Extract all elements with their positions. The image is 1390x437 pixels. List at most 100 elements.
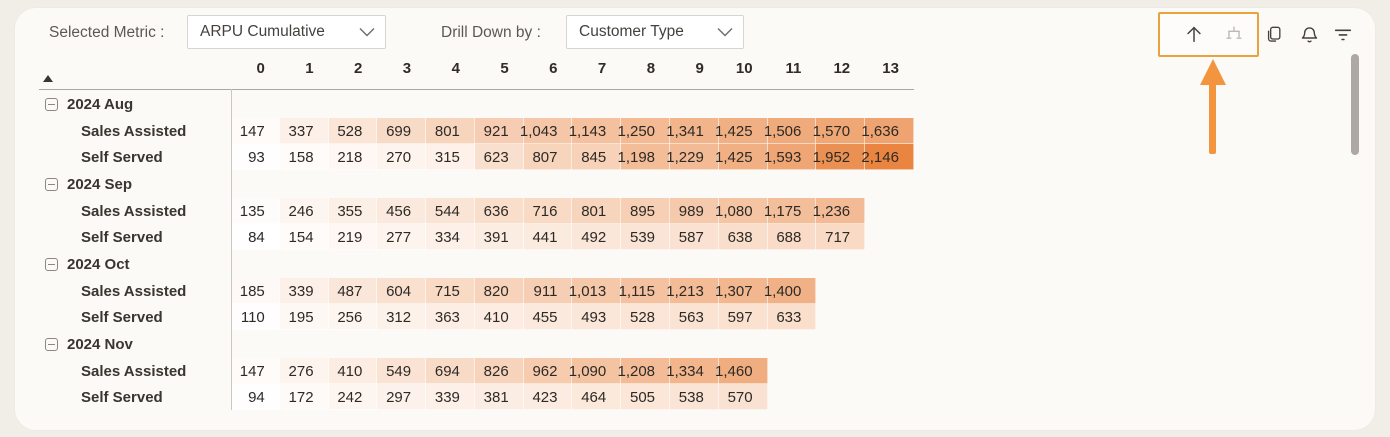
- cell-2024-nov-self-served-m3[interactable]: 297: [377, 384, 427, 410]
- collapse-toggle-icon[interactable]: [45, 338, 58, 351]
- col-header-0[interactable]: 0: [256, 60, 265, 77]
- cell-2024-sep-sales-assisted-m1[interactable]: 246: [279, 198, 329, 224]
- row-label-sales-assisted[interactable]: Sales Assisted: [81, 202, 187, 220]
- cell-2024-nov-sales-assisted-m5[interactable]: 826: [474, 358, 524, 384]
- cell-2024-oct-self-served-m6[interactable]: 455: [523, 304, 573, 330]
- cell-2024-oct-self-served-m1[interactable]: 195: [279, 304, 329, 330]
- cell-2024-aug-self-served-m5[interactable]: 623: [474, 144, 524, 170]
- cell-2024-sep-sales-assisted-m10[interactable]: 1,080: [715, 198, 768, 224]
- drill-down-dropdown[interactable]: Customer Type: [566, 15, 744, 49]
- cell-2024-oct-sales-assisted-m5[interactable]: 820: [474, 278, 524, 304]
- cell-2024-aug-self-served-m1[interactable]: 158: [279, 144, 329, 170]
- cell-2024-oct-sales-assisted-m3[interactable]: 604: [377, 278, 427, 304]
- cell-2024-aug-self-served-m13[interactable]: 2,146: [861, 144, 914, 170]
- cell-2024-sep-sales-assisted-m12[interactable]: 1,236: [813, 198, 866, 224]
- cell-2024-oct-sales-assisted-m11[interactable]: 1,400: [764, 278, 817, 304]
- cell-2024-nov-self-served-m1[interactable]: 172: [279, 384, 329, 410]
- cell-2024-nov-self-served-m6[interactable]: 423: [523, 384, 573, 410]
- cell-2024-sep-sales-assisted-m5[interactable]: 636: [474, 198, 524, 224]
- cell-2024-sep-sales-assisted-m2[interactable]: 355: [328, 198, 378, 224]
- col-header-4[interactable]: 4: [451, 60, 460, 77]
- row-label-self-served[interactable]: Self Served: [81, 388, 163, 406]
- row-label-sales-assisted[interactable]: Sales Assisted: [81, 122, 187, 140]
- cell-2024-sep-sales-assisted-m3[interactable]: 456: [377, 198, 427, 224]
- row-label-self-served[interactable]: Self Served: [81, 228, 163, 246]
- filter-icon[interactable]: [1331, 22, 1355, 46]
- cell-2024-sep-self-served-m12[interactable]: 717: [816, 224, 866, 250]
- cell-2024-sep-self-served-m6[interactable]: 441: [523, 224, 573, 250]
- cell-2024-oct-self-served-m5[interactable]: 410: [474, 304, 524, 330]
- col-header-13[interactable]: 13: [882, 60, 899, 77]
- cell-2024-sep-self-served-m3[interactable]: 277: [377, 224, 427, 250]
- bell-icon[interactable]: [1297, 22, 1321, 46]
- cell-2024-nov-sales-assisted-m2[interactable]: 410: [328, 358, 378, 384]
- cell-2024-nov-sales-assisted-m8[interactable]: 1,208: [617, 358, 671, 384]
- cell-2024-sep-self-served-m8[interactable]: 539: [621, 224, 671, 250]
- row-label-self-served[interactable]: Self Served: [81, 308, 163, 326]
- cell-2024-sep-self-served-m1[interactable]: 154: [279, 224, 329, 250]
- cell-2024-aug-self-served-m8[interactable]: 1,198: [617, 144, 671, 170]
- cell-2024-aug-self-served-m2[interactable]: 218: [328, 144, 378, 170]
- cell-2024-oct-self-served-m2[interactable]: 256: [328, 304, 378, 330]
- row-label-sales-assisted[interactable]: Sales Assisted: [81, 282, 187, 300]
- cell-2024-aug-sales-assisted-m0[interactable]: 147: [231, 118, 280, 144]
- cell-2024-sep-self-served-m7[interactable]: 492: [572, 224, 622, 250]
- cell-2024-sep-self-served-m9[interactable]: 587: [670, 224, 719, 250]
- cell-2024-aug-sales-assisted-m3[interactable]: 699: [377, 118, 427, 144]
- cell-2024-oct-sales-assisted-m4[interactable]: 715: [426, 278, 475, 304]
- vertical-scrollbar-thumb[interactable]: [1351, 54, 1359, 155]
- col-header-7[interactable]: 7: [597, 60, 607, 77]
- group-label[interactable]: 2024 Aug: [67, 96, 134, 113]
- cell-2024-nov-self-served-m5[interactable]: 381: [474, 384, 524, 410]
- group-label[interactable]: 2024 Nov: [67, 336, 133, 353]
- cell-2024-oct-sales-assisted-m0[interactable]: 185: [231, 278, 280, 304]
- cell-2024-aug-sales-assisted-m4[interactable]: 801: [426, 118, 475, 144]
- cell-2024-oct-sales-assisted-m1[interactable]: 339: [279, 278, 329, 304]
- cell-2024-aug-self-served-m6[interactable]: 807: [523, 144, 573, 170]
- cell-2024-oct-sales-assisted-m2[interactable]: 487: [328, 278, 378, 304]
- cell-2024-nov-sales-assisted-m4[interactable]: 694: [426, 358, 475, 384]
- col-header-1[interactable]: 1: [305, 60, 314, 77]
- cell-2024-sep-self-served-m10[interactable]: 638: [718, 224, 768, 250]
- cell-2024-nov-self-served-m9[interactable]: 538: [670, 384, 719, 410]
- cell-2024-nov-sales-assisted-m6[interactable]: 962: [523, 358, 573, 384]
- cell-2024-nov-sales-assisted-m7[interactable]: 1,090: [569, 358, 622, 384]
- cell-2024-aug-sales-assisted-m1[interactable]: 337: [279, 118, 329, 144]
- cell-2024-sep-sales-assisted-m6[interactable]: 716: [523, 198, 573, 224]
- collapse-toggle-icon[interactable]: [45, 178, 58, 191]
- cell-2024-nov-self-served-m0[interactable]: 94: [231, 384, 280, 410]
- cell-2024-sep-sales-assisted-m11[interactable]: 1,175: [764, 198, 817, 224]
- sort-ascending-icon[interactable]: [43, 75, 53, 82]
- cell-2024-sep-self-served-m11[interactable]: 688: [767, 224, 817, 250]
- cell-2024-nov-self-served-m2[interactable]: 242: [328, 384, 378, 410]
- cell-2024-sep-self-served-m2[interactable]: 219: [328, 224, 378, 250]
- col-header-12[interactable]: 12: [833, 60, 851, 77]
- col-header-3[interactable]: 3: [402, 60, 412, 77]
- cell-2024-aug-self-served-m9[interactable]: 1,229: [666, 144, 719, 170]
- cell-2024-aug-sales-assisted-m11[interactable]: 1,506: [764, 118, 817, 144]
- cell-2024-oct-self-served-m3[interactable]: 312: [377, 304, 427, 330]
- cell-2024-nov-sales-assisted-m3[interactable]: 549: [377, 358, 427, 384]
- cell-2024-aug-self-served-m7[interactable]: 845: [572, 144, 622, 170]
- cell-2024-oct-sales-assisted-m8[interactable]: 1,115: [619, 278, 671, 304]
- cell-2024-sep-sales-assisted-m8[interactable]: 895: [621, 198, 671, 224]
- cell-2024-nov-sales-assisted-m10[interactable]: 1,460: [715, 358, 768, 384]
- cell-2024-nov-self-served-m4[interactable]: 339: [426, 384, 475, 410]
- cell-2024-oct-self-served-m10[interactable]: 597: [718, 304, 768, 330]
- col-header-8[interactable]: 8: [646, 60, 656, 77]
- cell-2024-nov-sales-assisted-m1[interactable]: 276: [279, 358, 329, 384]
- cell-2024-aug-sales-assisted-m6[interactable]: 1,043: [520, 118, 573, 144]
- cell-2024-aug-self-served-m11[interactable]: 1,593: [764, 144, 817, 170]
- cell-2024-oct-sales-assisted-m6[interactable]: 911: [523, 278, 573, 304]
- selected-metric-dropdown[interactable]: ARPU Cumulative: [187, 15, 386, 49]
- collapse-toggle-icon[interactable]: [45, 98, 58, 111]
- cell-2024-aug-sales-assisted-m5[interactable]: 921: [474, 118, 524, 144]
- cell-2024-aug-sales-assisted-m2[interactable]: 528: [328, 118, 378, 144]
- cell-2024-sep-sales-assisted-m7[interactable]: 801: [572, 198, 622, 224]
- cell-2024-aug-self-served-m3[interactable]: 270: [377, 144, 427, 170]
- cell-2024-nov-sales-assisted-m9[interactable]: 1,334: [666, 358, 719, 384]
- cell-2024-aug-sales-assisted-m10[interactable]: 1,425: [715, 118, 768, 144]
- col-header-5[interactable]: 5: [500, 60, 509, 77]
- cell-2024-nov-self-served-m10[interactable]: 570: [718, 384, 768, 410]
- cell-2024-aug-sales-assisted-m8[interactable]: 1,250: [617, 118, 671, 144]
